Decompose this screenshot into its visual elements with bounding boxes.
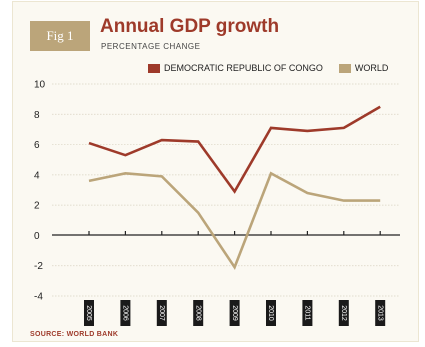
x-tick-label: 2012 [340,305,347,321]
y-tick-label: -4 [34,292,43,303]
x-tick-label: 2007 [158,305,165,321]
x-tick-box [338,300,349,326]
x-tick-box [302,300,313,326]
legend-label-drc: DEMOCRATIC REPUBLIC OF CONGO [164,63,323,73]
legend-swatch-world [338,63,351,73]
x-tick-box [266,300,276,326]
y-tick-label: 0 [34,231,40,242]
chart-subtitle: PERCENTAGE CHANGE [101,42,201,51]
chart-legend: DEMOCRATIC REPUBLIC OF CONGO WORLD [148,63,404,73]
x-tick-label: 2010 [267,305,274,321]
y-tick-label: -2 [34,261,43,272]
series-line-world [88,171,381,271]
y-tick-label: 2 [34,201,40,212]
x-tick-box [229,300,240,326]
x-tick-label: 2013 [376,305,383,321]
x-tick-label: 2008 [194,305,201,321]
x-tick-label: 2006 [122,305,129,321]
legend-item-drc: DEMOCRATIC REPUBLIC OF CONGO [148,63,323,73]
legend-label-world: WORLD [354,63,389,73]
y-tick-label: 10 [34,80,46,91]
x-tick-box [193,300,204,326]
x-tick-box [120,300,131,326]
x-tick-box [84,300,94,326]
figure-frame [12,1,419,342]
figure-badge: Fig 1 [30,21,90,51]
x-tick-label: 2011 [304,305,311,320]
source-note: SOURCE: WORLD BANK [30,331,119,338]
y-tick-label: 8 [34,110,40,121]
x-tick-box [156,300,167,326]
legend-item-world: WORLD [338,63,389,73]
legend-swatch-drc [148,63,160,73]
series-line-drc [88,105,381,194]
y-tick-label: 6 [34,140,40,151]
chart-title: Annual GDP growth [100,16,280,37]
y-tick-label: 4 [34,170,40,181]
x-tick-box [375,300,386,326]
x-tick-label: 2009 [231,305,238,321]
x-tick-label: 2005 [85,305,92,321]
